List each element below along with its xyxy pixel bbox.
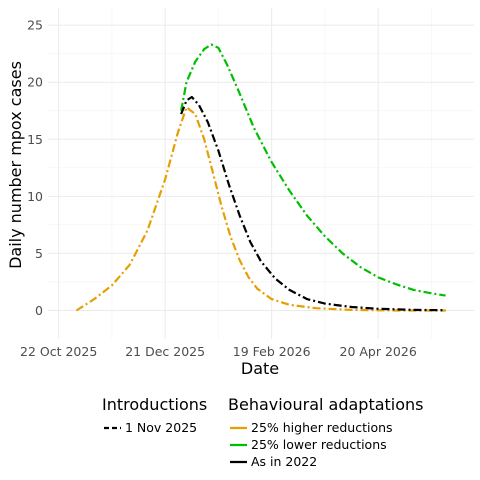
legend-label-higher-reductions: 25% higher reductions [251, 420, 393, 435]
series-layer [75, 43, 446, 312]
grid [48, 8, 474, 339]
x-tick-label: 21 Dec 2025 [125, 344, 205, 359]
series-line-as-in-2022 [180, 95, 446, 312]
y-tick-label: 20 [27, 75, 43, 90]
y-tick-label: 25 [27, 18, 43, 33]
legend-title-adaptations: Behavioural adaptations [228, 395, 424, 414]
y-tick-label: 15 [27, 132, 43, 147]
y-tick-label: 0 [35, 303, 43, 318]
legend-label-1-nov-2025: 1 Nov 2025 [125, 420, 197, 435]
legend-title-introductions: Introductions [102, 395, 207, 414]
y-axis-title: Daily number mpox cases [6, 61, 25, 269]
y-tick-label: 5 [35, 246, 43, 261]
legend-label-lower-reductions: 25% lower reductions [251, 437, 387, 452]
legend-label-as-in-2022: As in 2022 [251, 454, 317, 469]
x-tick-label: 22 Oct 2025 [20, 344, 97, 359]
x-axis-title: Date [241, 359, 279, 378]
series-line-25-higher-reductions [75, 106, 446, 312]
y-axis-ticks: 0 5 10 15 20 25 [27, 18, 43, 318]
y-tick-label: 10 [27, 189, 43, 204]
x-tick-label: 19 Feb 2026 [233, 344, 311, 359]
x-axis-ticks: 22 Oct 2025 21 Dec 2025 19 Feb 2026 20 Apr … [20, 344, 417, 359]
series-line-25-lower-reductions [180, 43, 446, 297]
legend: Introductions 1 Nov 2025 Behavioural ada… [102, 395, 424, 469]
x-tick-label: 20 Apr 2026 [340, 344, 417, 359]
